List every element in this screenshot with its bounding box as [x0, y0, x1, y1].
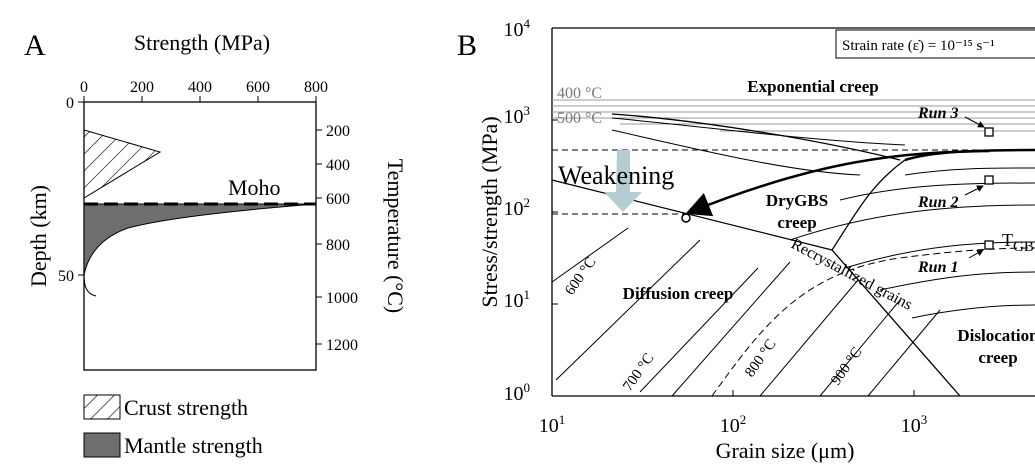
grain-size-axis-title: Grain size (μm) — [716, 438, 855, 463]
strength-tick-label: 0 — [80, 79, 88, 96]
gbs-upper-boundary — [831, 159, 906, 251]
mantle-legend-label: Mantle strength — [124, 433, 263, 458]
exponential-isotherms — [552, 99, 1035, 132]
temperature-axis-title: Temperature (°C) — [383, 159, 408, 313]
moho-label: Moho — [228, 175, 281, 200]
end-point-marker — [681, 213, 691, 223]
grain-size-tick-label: 102 — [720, 412, 747, 437]
strength-tick-label: 200 — [130, 79, 154, 96]
grain-size-tick-label: 101 — [539, 412, 566, 437]
crust-legend-label: Crust strength — [124, 395, 248, 420]
strain-rate-box — [835, 29, 1035, 59]
gbs-isotherm — [611, 117, 906, 146]
strength-tick-label: 800 — [304, 79, 328, 96]
diffusion-isotherms — [551, 227, 941, 397]
temperature-tick-label: 400 — [326, 157, 350, 174]
isotherm-600-label: 600 °C — [562, 254, 599, 298]
run-3: Run 3 — [917, 105, 994, 137]
strength-ticks: 0 200 400 600 800 — [80, 79, 328, 102]
weakening-label: Weakening — [558, 161, 674, 190]
t-gbs-label: TGBS — [1002, 230, 1035, 255]
panel-b-frame — [551, 27, 1035, 397]
mantle-strength-area — [83, 203, 317, 276]
t-gbs-curve — [711, 247, 1035, 397]
panel-a-label: A — [24, 29, 46, 62]
panel-a: A Strength (MPa) 0 200 400 600 800 0 50 … — [24, 29, 408, 458]
strain-rate-label: Strain rate (ε̇) = 10⁻¹⁵ s⁻¹ — [842, 38, 995, 54]
diffusion-creep-label: Diffusion creep — [623, 284, 734, 303]
dislocation-isotherms — [789, 149, 1035, 319]
run-2-marker — [984, 175, 994, 185]
mantle-legend-swatch — [83, 432, 121, 458]
stress-tick-label: 101 — [504, 287, 531, 312]
isotherm-400-label: 400 °C — [557, 85, 602, 102]
exponential-creep-label: Exponential creep — [747, 77, 878, 96]
panel-a-legend: Crust strength Mantle strength — [83, 394, 263, 458]
isotherm-500-label: 500 °C — [557, 110, 602, 127]
depth-tick-label: 50 — [58, 268, 74, 285]
isotherm-800-label: 800 °C — [742, 336, 779, 380]
run-1: Run 1 — [917, 240, 994, 276]
exponential-boundary — [611, 113, 901, 161]
crust-strength-area — [83, 129, 162, 199]
temperature-tick-label: 800 — [326, 237, 350, 254]
weakening-arrow — [604, 150, 642, 212]
temperature-tick-label: 600 — [326, 191, 350, 208]
run-2: Run 2 — [917, 175, 994, 211]
temperature-ticks: 200 400 600 800 1000 1200 — [316, 123, 358, 354]
drygbs-label: DryGBS — [766, 191, 828, 210]
depth-ticks: 0 50 — [58, 95, 84, 285]
stress-ticks: 104 103 102 101 100 — [504, 16, 531, 405]
stress-tick-label: 102 — [504, 195, 531, 220]
depth-tick-label: 0 — [66, 95, 74, 112]
isotherm-700-label: 700 °C — [620, 350, 657, 394]
depth-axis-title: Depth (km) — [26, 185, 51, 287]
run-3-label: Run 3 — [917, 105, 958, 122]
temperature-tick-label: 1200 — [326, 337, 358, 354]
recrystallized-grains-label: Recrystallized grains — [788, 236, 915, 314]
run-2-label: Run 2 — [917, 194, 958, 211]
temperature-tick-label: 200 — [326, 123, 350, 140]
stress-tick-label: 100 — [504, 380, 531, 405]
weakening-path — [685, 149, 991, 217]
crust-legend-swatch — [83, 394, 121, 420]
stress-axis-title: Stress/strength (MPa) — [477, 116, 502, 307]
stress-tick-label: 103 — [504, 103, 531, 128]
mantle-strength-tail — [83, 274, 97, 297]
grain-size-ticks: 101 102 103 — [539, 412, 928, 437]
run-1-marker — [984, 240, 994, 250]
stress-tick-label: 104 — [504, 16, 531, 41]
strength-tick-label: 400 — [188, 79, 212, 96]
temperature-tick-label: 1000 — [326, 290, 358, 307]
isotherm-900-label: 900 °C — [828, 344, 865, 388]
run-1-label: Run 1 — [917, 259, 958, 276]
grain-size-tick-label: 103 — [901, 412, 928, 437]
gbs-isotherm — [611, 129, 861, 176]
panel-b: B Stress/strength (MPa) 104 103 102 101 … — [457, 16, 1035, 463]
strength-tick-label: 600 — [246, 79, 270, 96]
panel-b-label: B — [457, 29, 477, 62]
strength-axis-title: Strength (MPa) — [134, 30, 270, 55]
dislocation-creep-label: creep — [978, 348, 1017, 367]
gbs-dislocation-boundary — [831, 249, 961, 397]
dislocation-label: Dislocation — [957, 326, 1035, 345]
drygbs-creep-label: creep — [777, 213, 816, 232]
run-3-marker — [984, 127, 994, 137]
